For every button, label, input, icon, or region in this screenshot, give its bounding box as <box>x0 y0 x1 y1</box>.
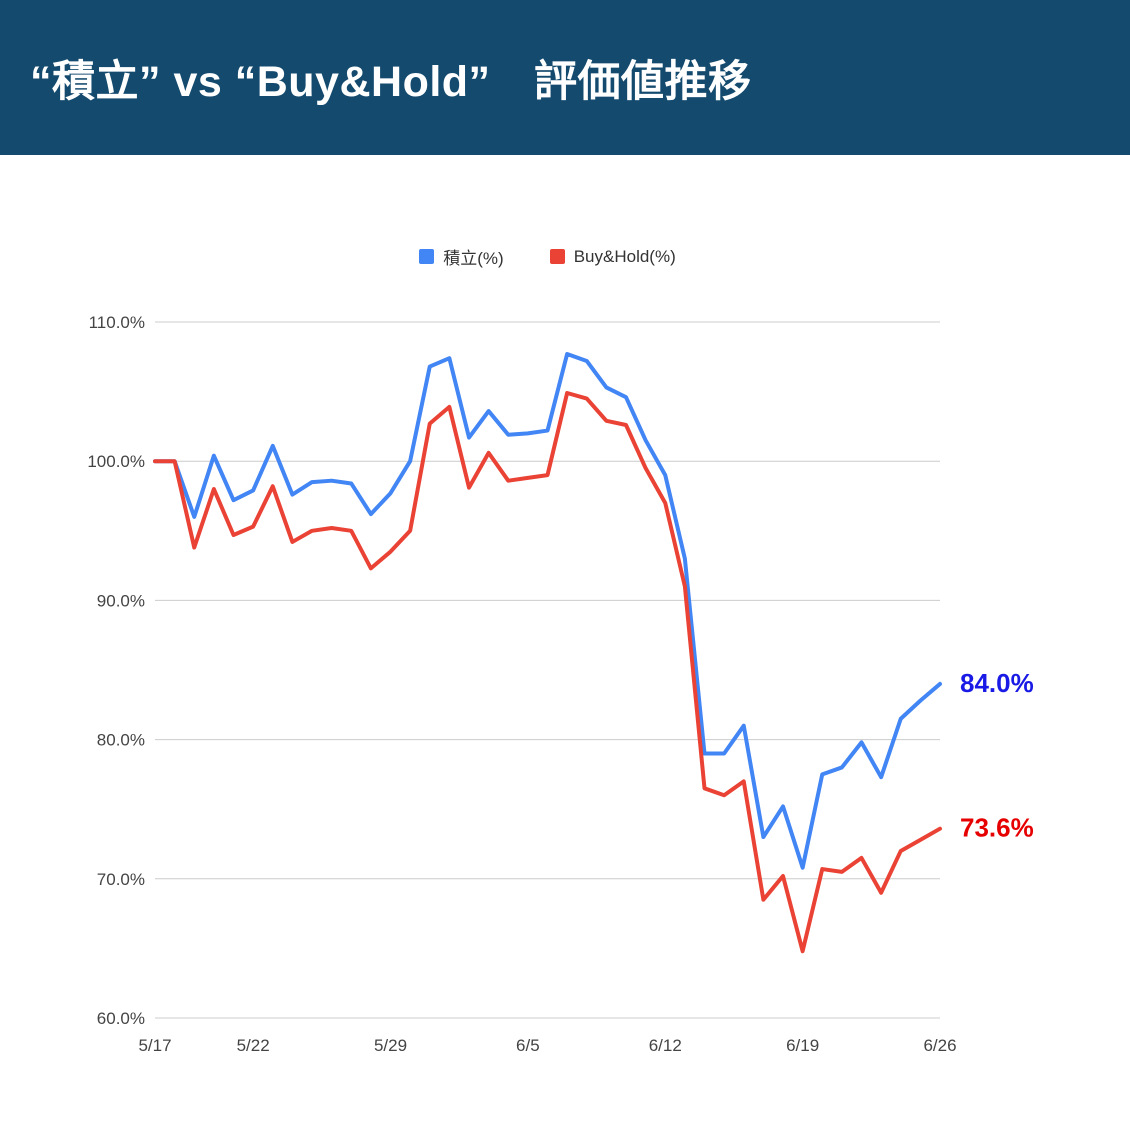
end-label-1: 73.6% <box>960 813 1034 843</box>
legend-label-buyandhold: Buy&Hold(%) <box>573 246 676 266</box>
x-axis-label: 6/19 <box>786 1036 819 1055</box>
x-axis-label: 6/5 <box>516 1036 540 1055</box>
y-axis-label: 90.0% <box>97 591 145 610</box>
y-axis-label: 70.0% <box>97 870 145 889</box>
legend-swatch-tsumitate <box>419 249 435 264</box>
chart-area: 60.0% 70.0% 80.0% 90.0% 100.0% 110.0% 5/17 5/22… <box>0 155 1130 1130</box>
y-axis-label: 80.0% <box>97 731 145 750</box>
series-line-0 <box>153 352 942 870</box>
end-label-0: 84.0% <box>960 668 1034 698</box>
legend-swatch-buyandhold <box>549 249 565 264</box>
y-axis-label: 100.0% <box>87 452 145 471</box>
legend-item-buyandhold: Buy&Hold(%) <box>549 246 676 267</box>
legend-item-tsumitate: 積立(%) <box>419 244 504 269</box>
y-axis-label: 60.0% <box>97 1009 145 1028</box>
legend-label-tsumitate: 積立(%) <box>443 249 504 268</box>
series-line-1 <box>153 390 942 954</box>
title-bar: “積立” vs “Buy&Hold” 評価値推移 <box>0 0 1130 155</box>
x-axis-label: 5/22 <box>237 1036 270 1055</box>
x-axis-label: 5/17 <box>138 1036 171 1055</box>
x-axis-label: 6/26 <box>923 1036 956 1055</box>
x-axis-label: 5/29 <box>374 1036 407 1055</box>
x-axis-label: 6/12 <box>649 1036 682 1055</box>
y-axis-label: 110.0% <box>89 313 145 332</box>
page-title: “積立” vs “Buy&Hold” 評価値推移 <box>30 57 752 106</box>
chart-legend: 積立(%) Buy&Hold(%) <box>155 244 940 269</box>
